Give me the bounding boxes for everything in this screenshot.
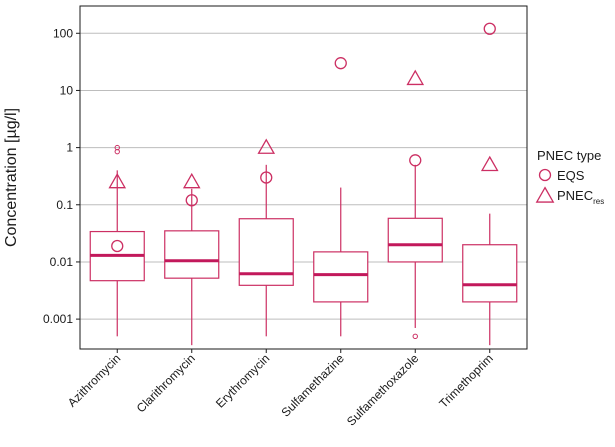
y-axis-ticks: 0.001 0.01 0.1 1 10 100 bbox=[43, 26, 80, 326]
box-sulfamethazine bbox=[313, 187, 369, 337]
y-axis-label: Concentration [µg/l] bbox=[3, 108, 20, 247]
eqs-marker bbox=[334, 57, 347, 70]
iqr-box bbox=[164, 230, 220, 279]
pnec-res-marker bbox=[257, 138, 276, 154]
pnec-res-marker bbox=[480, 155, 499, 172]
y-tick-label: 0.001 bbox=[43, 312, 73, 326]
outlier-point bbox=[412, 333, 418, 340]
pnec-res-marker bbox=[406, 69, 425, 86]
outlier-point bbox=[114, 144, 120, 151]
iqr-box bbox=[462, 244, 518, 303]
boxes bbox=[89, 144, 518, 346]
y-tick-label: 10 bbox=[60, 83, 74, 97]
x-tick-label: Azithromycin bbox=[65, 351, 123, 409]
eqs-marker bbox=[260, 171, 273, 184]
legend-label: EQS bbox=[557, 168, 585, 183]
x-tick-label: Sulfamethazine bbox=[278, 351, 347, 420]
x-tick-label: Trimethoprim bbox=[436, 351, 496, 411]
x-tick-label: Sulfamethoxazole bbox=[344, 351, 422, 429]
box-erythromycin bbox=[238, 164, 294, 337]
eqs-marker bbox=[111, 239, 124, 253]
x-tick-label: Erythromycin bbox=[213, 351, 272, 410]
y-tick-label: 100 bbox=[53, 26, 73, 40]
box-clarithromycin bbox=[164, 188, 220, 346]
plot-frame bbox=[79, 5, 528, 350]
legend-eqs-icon bbox=[538, 168, 552, 182]
iqr-box bbox=[238, 218, 294, 286]
legend-title: PNEC type bbox=[537, 148, 601, 163]
y-tick-label: 0.01 bbox=[50, 255, 74, 269]
x-axis-ticks: Azithromycin Clarithromycin Erythromycin Su… bbox=[65, 349, 496, 429]
x-tick-label: Clarithromycin bbox=[134, 351, 198, 415]
box-azithromycin bbox=[89, 144, 145, 337]
pnec-markers bbox=[108, 22, 499, 253]
eqs-marker bbox=[185, 194, 198, 207]
box-sulfamethoxazole bbox=[387, 164, 443, 340]
legend-pnec-icon bbox=[535, 186, 555, 203]
legend-label-subscript: res bbox=[593, 197, 604, 206]
y-tick-label: 1 bbox=[66, 141, 73, 155]
legend-label: PNECres bbox=[557, 188, 604, 206]
eqs-marker bbox=[409, 154, 422, 167]
pnec-res-marker bbox=[182, 172, 201, 189]
box-trimethoprim bbox=[462, 213, 518, 346]
iqr-box bbox=[387, 217, 443, 263]
y-tick-label: 0.1 bbox=[56, 198, 73, 212]
iqr-box bbox=[313, 251, 369, 303]
eqs-marker bbox=[483, 22, 496, 35]
gridlines bbox=[80, 32, 527, 320]
legend: PNEC type EQS PNECres bbox=[535, 148, 604, 206]
pnec-res-marker bbox=[108, 172, 127, 189]
